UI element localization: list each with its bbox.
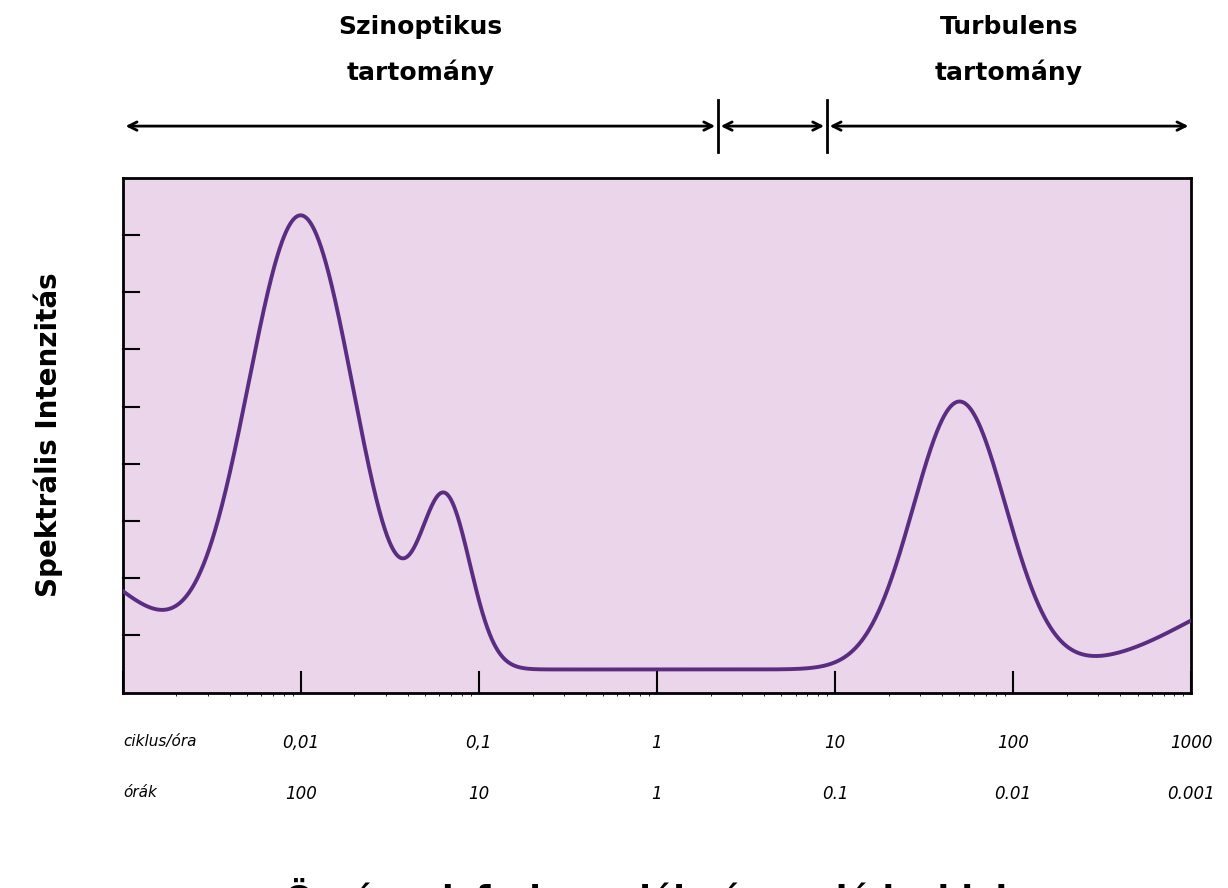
Text: 0,01: 0,01 [282, 733, 319, 752]
Text: 100: 100 [997, 733, 1029, 752]
Text: Turbulens: Turbulens [939, 14, 1078, 38]
Text: 10: 10 [468, 785, 490, 804]
Text: órák: órák [123, 785, 157, 800]
Text: Spektrális Intenzitás: Spektrális Intenzitás [33, 273, 63, 598]
Text: Szinoptikus: Szinoptikus [338, 14, 502, 38]
Text: 1000: 1000 [1170, 733, 1212, 752]
Text: tartomány: tartomány [346, 59, 495, 85]
Text: tartomány: tartomány [935, 59, 1083, 85]
Text: 0,1: 0,1 [465, 733, 492, 752]
Text: 100: 100 [285, 785, 317, 804]
Text: 1: 1 [652, 733, 662, 752]
Text: 0.01: 0.01 [995, 785, 1032, 804]
Text: 0.1: 0.1 [822, 785, 849, 804]
Text: 0.001: 0.001 [1168, 785, 1214, 804]
Text: 1: 1 [652, 785, 662, 804]
Text: Örvények frekvenciája és periódusideje: Örvények frekvenciája és periódusideje [285, 878, 1029, 888]
Text: ciklus/óra: ciklus/óra [123, 733, 196, 749]
Text: 10: 10 [824, 733, 846, 752]
